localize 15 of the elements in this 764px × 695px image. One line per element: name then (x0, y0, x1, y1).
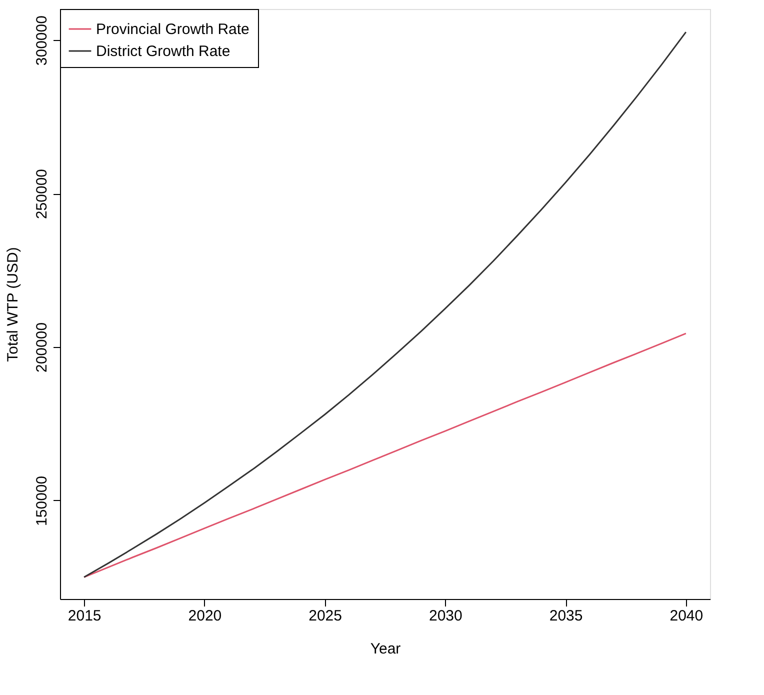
legend-label: Provincial Growth Rate (96, 21, 250, 38)
y-tick-label: 150000 (34, 476, 50, 526)
y-tick-label: 250000 (34, 168, 50, 220)
x-tick-label: 2020 (188, 608, 222, 624)
line-series (83, 332, 687, 578)
x-tick-label: 2015 (68, 608, 102, 624)
x-tick-label: 2030 (429, 608, 462, 624)
x-tick-label: 2025 (308, 608, 342, 624)
y-tick-label: 200000 (34, 322, 50, 372)
y-axis-title: Total WTP (USD) (4, 247, 22, 362)
x-tick-label: 2040 (670, 608, 704, 624)
legend-label: District Growth Rate (96, 43, 230, 60)
x-axis-title: Year (370, 640, 401, 658)
y-tick-label: 300000 (34, 16, 50, 66)
x-tick-label: 2035 (549, 608, 583, 624)
